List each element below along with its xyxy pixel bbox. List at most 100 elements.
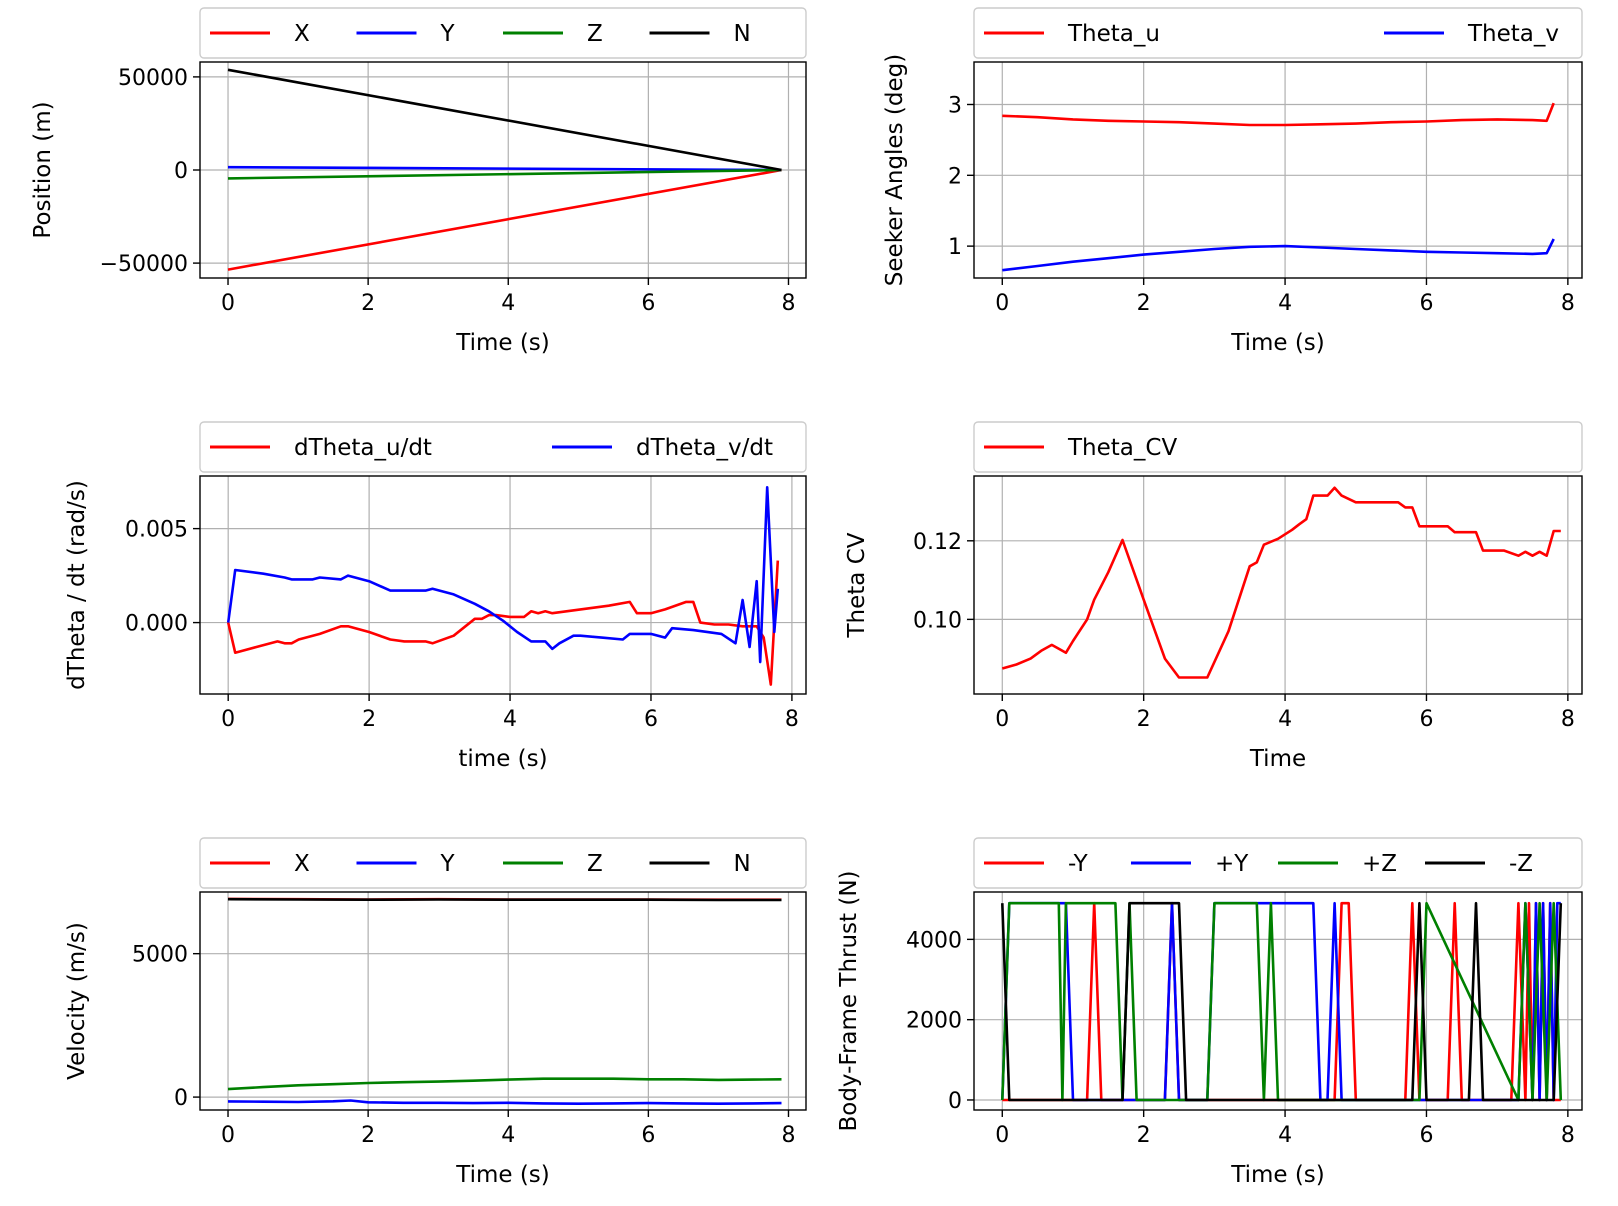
x-tick-label: 2 [361, 1123, 375, 1148]
x-tick-label: 8 [781, 1123, 795, 1148]
x-tick-label: 6 [641, 291, 655, 316]
chart-6: 0 2 4 6 8 0 2000 4000 Time (s) Body-Frame Thrust … [836, 837, 1583, 1188]
x-tick-label: 6 [641, 1123, 655, 1148]
x-axis-label: Time (s) [1230, 330, 1325, 356]
x-tick-label: 2 [362, 707, 376, 732]
legend: -Y +Y +Z -Z [973, 837, 1583, 889]
y-axis-label: Position (m) [30, 101, 56, 238]
series-line-dTheta_v/dt [226, 485, 780, 664]
chart-1: 0 2 4 6 8 −50000 0 50000 Time (s) Position (m) X Y Z… [30, 7, 807, 356]
y-tick-label: 0.10 [913, 608, 962, 633]
x-tick-label: 8 [1561, 291, 1575, 316]
legend-label--Y: -Y [1068, 851, 1089, 877]
x-tick-label: 0 [221, 1123, 235, 1148]
x-tick-label: 0 [221, 291, 235, 316]
chart-4: 0 2 4 6 8 0.10 0.12 Time Theta CV Theta_CV [844, 421, 1583, 772]
y-tick-label: 0.000 [125, 612, 188, 637]
chart-2: 0 2 4 6 8 1 2 3 Time (s) Seeker Angles (deg) Theta… [882, 7, 1583, 356]
x-axis-label: Time (s) [455, 1162, 550, 1188]
x-tick-label: 4 [501, 1123, 515, 1148]
series-line-N [227, 897, 782, 902]
y-axis-label: Velocity (m/s) [64, 922, 90, 1080]
y-tick-label: 0 [948, 1089, 962, 1114]
x-tick-label: 2 [1137, 707, 1151, 732]
y-tick-label: 1 [948, 235, 962, 260]
series-line-Z [227, 1077, 782, 1091]
legend-label-Y: Y [440, 851, 456, 877]
y-tick-label: 0 [174, 159, 188, 184]
series-line-Y [227, 1099, 782, 1105]
legend-label-Z: Z [587, 21, 603, 47]
legend-label-N: N [734, 851, 751, 877]
series-line-dTheta_u/dt [226, 560, 780, 686]
series-line-X [227, 168, 782, 271]
series-line-Theta_v [1002, 238, 1555, 272]
legend-label-Z: Z [587, 851, 603, 877]
x-axis-label: Time (s) [455, 330, 550, 356]
legend-box [199, 421, 807, 473]
x-axis-label: Time [1249, 746, 1306, 772]
y-tick-label: 50000 [118, 66, 188, 91]
series-line-Theta_u [1002, 102, 1555, 127]
x-tick-label: 0 [995, 1123, 1009, 1148]
y-tick-label: 2 [948, 164, 962, 189]
x-tick-label: 0 [995, 707, 1009, 732]
series-line--Z [1001, 901, 1563, 1102]
axes-frame [973, 891, 1583, 1111]
y-tick-label: 4000 [906, 928, 962, 953]
legend-label-+Z: +Z [1362, 851, 1397, 877]
x-tick-label: 4 [1278, 1123, 1292, 1148]
axes-frame [973, 61, 1583, 279]
legend-label-dTheta_v/dt: dTheta_v/dt [636, 435, 773, 461]
legend-label-Theta_CV: Theta_CV [1067, 435, 1177, 461]
series-line-N [227, 68, 782, 172]
series-line-Theta_CV [1001, 486, 1561, 679]
axes-frame [199, 891, 807, 1111]
chart-5: 0 2 4 6 8 0 5000 Time (s) Velocity (m/s) X Y Z N [64, 837, 807, 1188]
legend-label-Y: Y [440, 21, 456, 47]
x-axis-label: time (s) [458, 746, 547, 772]
x-tick-label: 6 [644, 707, 658, 732]
x-tick-label: 6 [1419, 707, 1433, 732]
x-tick-label: 4 [1278, 707, 1292, 732]
axes-frame [199, 475, 807, 695]
x-tick-label: 0 [221, 707, 235, 732]
x-tick-label: 4 [1278, 291, 1292, 316]
x-tick-label: 6 [1419, 291, 1433, 316]
legend-box [973, 7, 1583, 59]
legend-label-+Y: +Y [1215, 851, 1249, 877]
legend: Theta_u Theta_v [973, 7, 1583, 59]
axes-frame [973, 475, 1583, 695]
y-tick-label: 0 [174, 1086, 188, 1111]
x-tick-label: 6 [1419, 1123, 1433, 1148]
y-axis-label: Body-Frame Thrust (N) [836, 870, 862, 1131]
y-axis-label: Seeker Angles (deg) [882, 54, 908, 286]
legend-label-Theta_v: Theta_v [1467, 21, 1559, 47]
series-line-Y [227, 165, 782, 172]
legend: Theta_CV [973, 421, 1583, 473]
chart-3: 0 2 4 6 8 0.000 0.005 time (s) dTheta / dt (rad/… [64, 421, 807, 772]
legend-label-Theta_u: Theta_u [1067, 21, 1160, 47]
x-tick-label: 2 [361, 291, 375, 316]
y-tick-label: 0.12 [913, 530, 962, 555]
legend-label-N: N [734, 21, 751, 47]
x-tick-label: 2 [1137, 291, 1151, 316]
y-tick-label: 0.005 [125, 518, 188, 543]
legend: dTheta_u/dt dTheta_v/dt [199, 421, 807, 473]
x-tick-label: 8 [1561, 707, 1575, 732]
legend-label-X: X [294, 21, 310, 47]
y-tick-label: −50000 [100, 252, 188, 277]
x-tick-label: 4 [503, 707, 517, 732]
x-tick-label: 8 [781, 291, 795, 316]
series-line-+Z [1001, 901, 1563, 1102]
legend-label--Z: -Z [1509, 851, 1533, 877]
legend-label-X: X [294, 851, 310, 877]
y-axis-label: dTheta / dt (rad/s) [64, 480, 90, 690]
x-axis-label: Time (s) [1230, 1162, 1325, 1188]
x-tick-label: 2 [1137, 1123, 1151, 1148]
series-line-Z [227, 168, 782, 180]
x-tick-label: 4 [501, 291, 515, 316]
